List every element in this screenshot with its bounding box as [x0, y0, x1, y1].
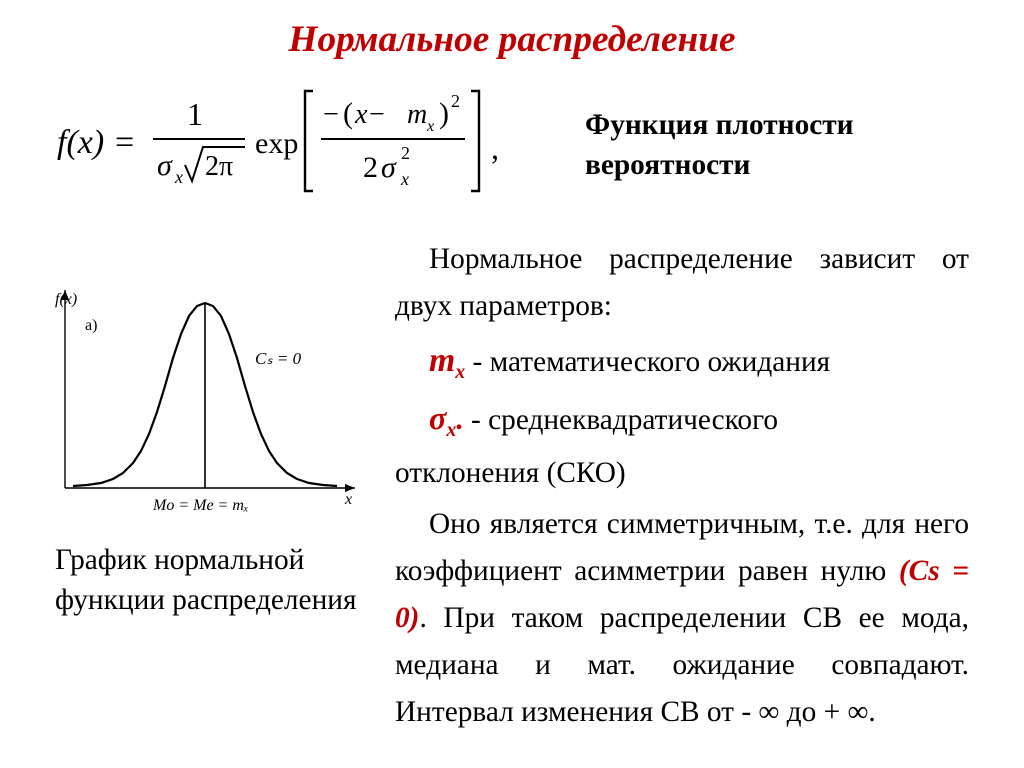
page-title: Нормальное распределение: [55, 18, 969, 61]
sqrt-inside: 2π: [205, 151, 233, 182]
mx-symbol: m: [429, 342, 455, 379]
frac1-sigma: σ: [157, 149, 173, 182]
mode-median-mean-eq: Mо = Me = mₓ: [152, 497, 248, 514]
exp-power: 2: [451, 91, 460, 111]
lbracket: [305, 91, 313, 191]
formula-caption-line1: Функция плотности: [585, 106, 854, 146]
mx-sub: x: [455, 361, 465, 383]
chart-caption-line1: График нормальной: [55, 541, 365, 581]
fx-axis-label: f(x): [55, 291, 77, 308]
formula-equals: =: [115, 124, 134, 161]
cs-label: Cₛ = 0: [255, 349, 302, 368]
exp-msub: x: [426, 118, 434, 135]
x-axis-label: x: [344, 491, 352, 508]
frac1-sigma-sub: x: [174, 167, 183, 187]
param-sigma: σx. - среднеквадратического: [395, 393, 969, 447]
symmetry-paragraph: Оно является симметричным, т.е. для него…: [395, 501, 969, 736]
chart-caption: График нормальной функции распределения: [55, 541, 365, 620]
exp-den-power: 2: [401, 143, 410, 163]
chart-caption-line2: функции распределения: [55, 581, 365, 621]
exp-rpar: ): [439, 97, 449, 130]
exp-lpar: (: [343, 97, 353, 130]
sigma-symbol: σ: [429, 400, 446, 436]
formula-caption: Функция плотности вероятности: [585, 106, 854, 185]
sko-line: отклонения (СКО): [395, 450, 969, 497]
panel-label: a): [85, 317, 97, 334]
param-mx: mx - математического ожидания: [395, 334, 969, 389]
intro-paragraph: Нормальное распределение зависит от двух…: [395, 236, 969, 330]
formula-caption-line2: вероятности: [585, 146, 854, 186]
para2b: . При таком распределении СВ ее мода, ме…: [395, 602, 969, 728]
exp-den-2: 2: [363, 151, 378, 184]
sigma-dot: .: [456, 404, 463, 436]
normal-curve-chart: f(x) a) Cₛ = 0 x Mо = Me = mₓ: [55, 286, 365, 522]
exp-m: m: [407, 99, 427, 130]
lower-columns: f(x) a) Cₛ = 0 x Mо = Me = mₓ График нор…: [55, 236, 969, 740]
exp-den-sigma: σ: [381, 151, 397, 184]
exp-x: x: [354, 99, 368, 130]
formula-svg: f(x) = 1 σ x 2π exp − ( x − m: [55, 83, 535, 203]
rbracket: [471, 91, 479, 191]
para2a: Оно является симметричным, т.е. для него…: [395, 508, 969, 587]
exp-dash: −: [369, 99, 385, 130]
pdf-formula: f(x) = 1 σ x 2π exp − ( x − m: [55, 83, 535, 208]
frac1-num: 1: [187, 96, 203, 132]
body-text: Нормальное распределение зависит от двух…: [395, 236, 969, 740]
sigma-sub: x: [446, 418, 456, 440]
formula-row: f(x) = 1 σ x 2π exp − ( x − m: [55, 83, 969, 208]
mx-desc: - математического ожидания: [465, 346, 830, 378]
chart-column: f(x) a) Cₛ = 0 x Mо = Me = mₓ График нор…: [55, 236, 365, 740]
sigma-desc1: - среднеквадратического: [464, 404, 778, 436]
exp-den-sub: x: [400, 169, 409, 189]
exp-num-minus: −: [323, 99, 339, 130]
formula-comma: ,: [491, 130, 499, 166]
exp-word: exp: [255, 127, 298, 160]
fx-label: f(x): [57, 124, 104, 161]
